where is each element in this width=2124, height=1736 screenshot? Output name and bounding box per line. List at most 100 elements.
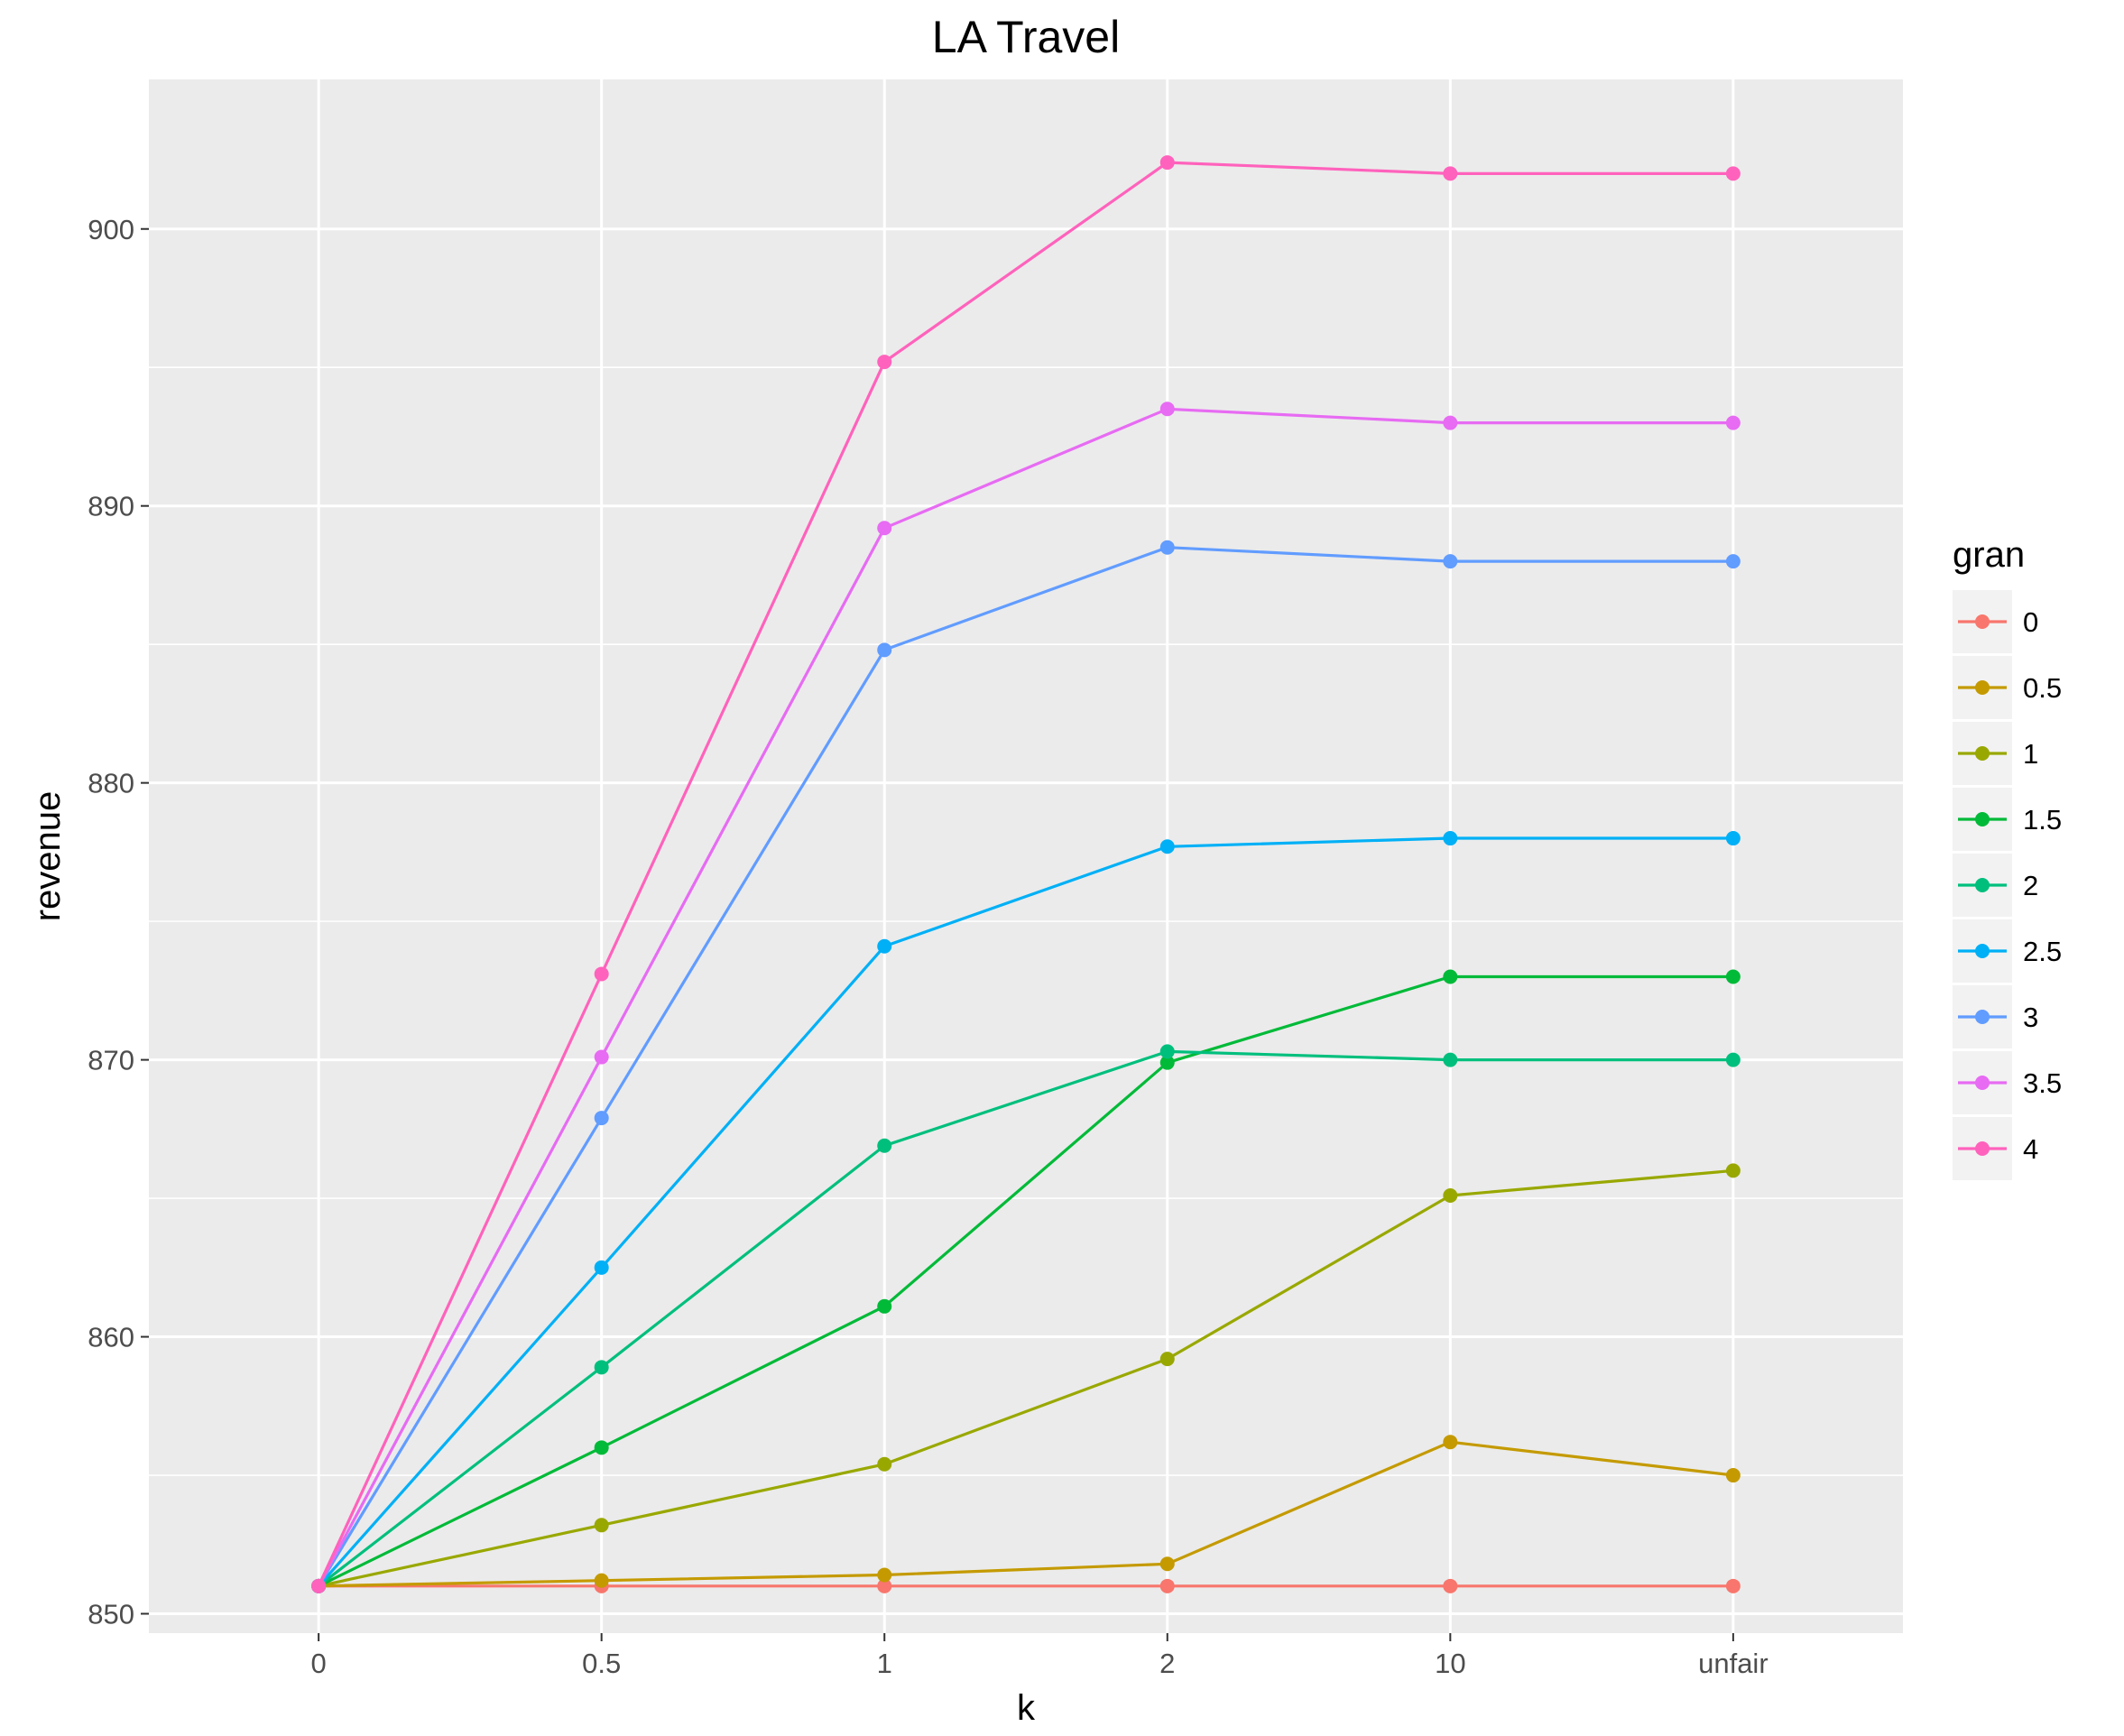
data-point	[1725, 969, 1741, 984]
legend-item-3.5: 3.5	[1953, 1051, 2062, 1114]
data-point	[877, 1578, 892, 1593]
data-point	[1443, 1052, 1458, 1067]
legend-label: 4	[2023, 1133, 2038, 1165]
data-point	[1443, 831, 1458, 846]
data-point	[594, 1260, 609, 1275]
legend-key-point	[1975, 1141, 1990, 1156]
y-tick-label: 880	[88, 768, 134, 799]
data-point	[877, 1138, 892, 1153]
data-point	[1443, 554, 1458, 569]
data-point	[877, 938, 892, 954]
data-point	[1443, 166, 1458, 181]
series-line	[317, 161, 1733, 1587]
data-point	[1159, 402, 1175, 417]
data-point	[594, 1360, 609, 1375]
data-point	[877, 1567, 892, 1583]
y-tick-label: 860	[88, 1322, 134, 1353]
data-point	[1725, 1163, 1741, 1178]
legend-key-point	[1975, 1076, 1990, 1090]
series-line	[318, 1168, 1734, 1588]
data-point	[1725, 415, 1741, 430]
data-point	[594, 1440, 609, 1455]
data-point	[1443, 1188, 1458, 1204]
legend-key-point	[1975, 614, 1990, 629]
series-line	[318, 1049, 1733, 1588]
grid-minor	[149, 366, 1903, 1476]
data-point	[1725, 166, 1741, 181]
legend-title: gran	[1953, 535, 2025, 575]
data-point	[594, 1111, 609, 1126]
data-point	[594, 966, 609, 982]
data-point	[877, 355, 892, 370]
data-point	[311, 1578, 327, 1593]
x-tick-label: 2	[1159, 1648, 1175, 1679]
y-axis-title: revenue	[28, 791, 68, 922]
x-axis: 0 0.5 1 2 10 unfair	[311, 1633, 1768, 1679]
data-point	[1159, 1044, 1175, 1059]
y-tick-label: 890	[88, 491, 134, 522]
data-point	[1159, 1352, 1175, 1367]
data-point	[1159, 1055, 1175, 1070]
series-layer	[311, 155, 1741, 1593]
legend-key-point	[1975, 1010, 1990, 1024]
data-point	[1159, 839, 1175, 854]
series-line	[319, 1440, 1734, 1588]
legend-label: 2.5	[2023, 936, 2062, 967]
data-point	[877, 1298, 892, 1314]
series-4	[311, 155, 1741, 1593]
legend-item-1.5: 1.5	[1953, 788, 2062, 851]
y-axis: 850 860 870 880 890 900	[88, 214, 149, 1630]
data-point	[594, 1049, 609, 1065]
legend-label: 1.5	[2023, 804, 2062, 836]
x-axis-title: k	[1017, 1688, 1036, 1728]
legend-item-2.5: 2.5	[1953, 919, 2062, 983]
y-tick-label: 870	[88, 1045, 134, 1076]
legend-label: 3	[2023, 1002, 2038, 1033]
data-point	[1443, 1578, 1458, 1593]
legend-item-4: 4	[1953, 1117, 2038, 1180]
chart-title: LA Travel	[932, 12, 1120, 62]
legend-label: 2	[2023, 870, 2038, 901]
legend-key-point	[1975, 680, 1990, 695]
y-tick-label: 850	[88, 1599, 134, 1630]
legend-label: 0	[2023, 606, 2038, 638]
data-point	[1725, 554, 1741, 569]
data-point	[1443, 415, 1458, 430]
data-point	[594, 1573, 609, 1588]
legend-item-0.5: 0.5	[1953, 656, 2062, 719]
legend-keys: 0 0.5 1 1.5 2 2.5 3 3.5 4	[1953, 590, 2062, 1180]
data-point	[877, 521, 892, 536]
legend-item-1: 1	[1953, 722, 2038, 785]
legend-key-point	[1975, 746, 1990, 761]
legend-item-0: 0	[1953, 590, 2038, 653]
data-point	[1725, 1468, 1741, 1483]
legend-key-point	[1975, 812, 1990, 826]
x-tick-label: 10	[1435, 1648, 1465, 1679]
data-point	[1159, 1578, 1175, 1593]
data-point	[877, 642, 892, 658]
data-point	[1725, 1578, 1741, 1593]
data-point	[877, 1456, 892, 1472]
series-line	[317, 836, 1733, 1587]
x-tick-label: 1	[877, 1648, 892, 1679]
series-line	[317, 546, 1733, 1587]
data-point	[1443, 969, 1458, 984]
legend: gran 0 0.5 1 1.5 2 2.5 3 3.5 4	[1953, 535, 2062, 1180]
legend-item-3: 3	[1953, 985, 2038, 1048]
data-point	[1159, 1556, 1175, 1572]
data-point	[1443, 1435, 1458, 1450]
data-point	[1725, 831, 1741, 846]
data-point	[594, 1518, 609, 1533]
x-tick-label: 0	[311, 1648, 327, 1679]
legend-label: 3.5	[2023, 1067, 2062, 1099]
legend-label: 0.5	[2023, 672, 2062, 704]
legend-key-point	[1975, 944, 1990, 958]
x-tick-label: unfair	[1698, 1648, 1768, 1679]
series-line	[318, 974, 1733, 1588]
data-point	[1159, 155, 1175, 171]
legend-label: 1	[2023, 738, 2038, 770]
x-tick-label: 0.5	[582, 1648, 621, 1679]
series-line	[317, 407, 1733, 1587]
plot-panel	[149, 79, 1903, 1633]
